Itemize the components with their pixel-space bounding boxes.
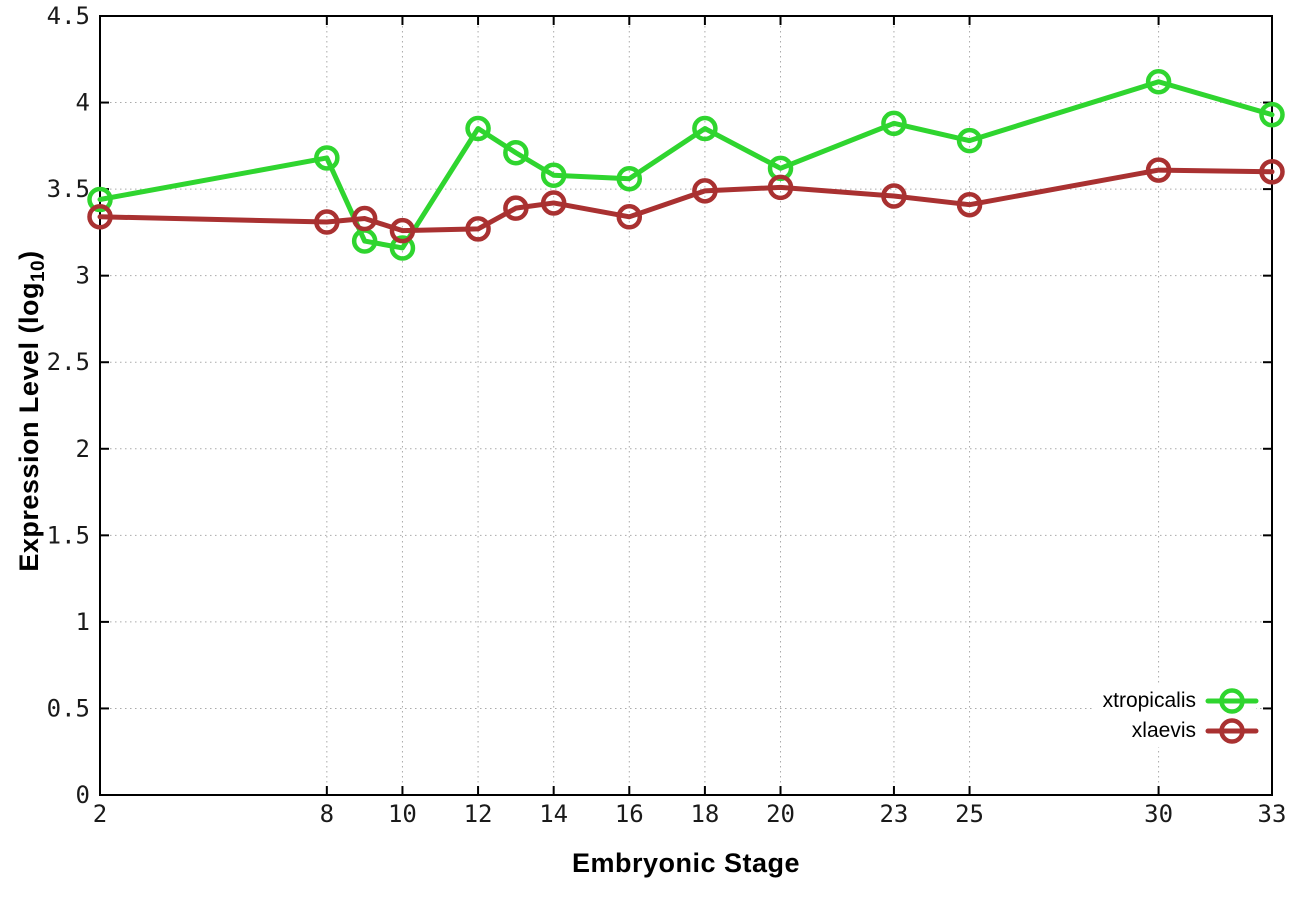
legend-marker-xlaevis-icon	[1205, 718, 1259, 744]
y-tick-label: 2.5	[47, 348, 90, 376]
y-tick-label: 1	[76, 608, 90, 636]
x-tick-label: 23	[879, 800, 908, 828]
data-point-xtropicalis	[389, 235, 416, 261]
x-tick-label: 10	[388, 800, 417, 828]
data-point-xlaevis	[503, 195, 529, 221]
data-point-xtropicalis	[956, 127, 983, 154]
y-tick-label: 3.5	[47, 175, 90, 203]
data-point-xlaevis	[767, 174, 794, 201]
data-point-xtropicalis	[1145, 69, 1172, 95]
data-point-xtropicalis	[465, 115, 491, 142]
x-tick-label: 14	[539, 800, 568, 828]
y-tick-label: 0.5	[47, 694, 90, 722]
y-tick-label: 4.5	[47, 2, 90, 30]
x-tick-label: 8	[320, 800, 334, 828]
legend-marker-xtropicalis-icon	[1205, 688, 1259, 714]
data-point-xtropicalis	[503, 140, 529, 166]
legend: xtropicalis xlaevis	[1094, 685, 1259, 747]
legend-label-xtropicalis: xtropicalis	[1102, 689, 1196, 712]
legend-sample-point	[1219, 718, 1245, 744]
legend-item-xtropicalis: xtropicalis	[1102, 687, 1259, 715]
y-tick-label: 0	[76, 781, 90, 809]
data-point-xlaevis	[1145, 157, 1172, 183]
x-tick-label: 12	[464, 800, 493, 828]
data-point-xlaevis	[616, 204, 643, 230]
x-tick-label: 18	[690, 800, 719, 828]
data-point-xlaevis	[351, 205, 378, 232]
y-axis-title-subscript: 10	[28, 259, 49, 283]
data-point-xlaevis	[389, 217, 416, 244]
legend-label-xlaevis: xlaevis	[1131, 719, 1196, 742]
legend-sample-point	[1219, 688, 1245, 714]
data-point-xlaevis	[881, 183, 907, 209]
y-axis-title-end: )	[14, 250, 44, 260]
plot-border	[99, 15, 1273, 796]
data-point-xtropicalis	[540, 162, 567, 189]
data-point-xtropicalis	[616, 165, 643, 192]
legend-item-xlaevis: xlaevis	[1103, 717, 1259, 745]
x-axis-title: Embryonic Stage	[571, 848, 801, 878]
x-tick-label: 16	[615, 800, 644, 828]
data-point-xtropicalis	[1259, 101, 1285, 128]
data-point-xlaevis	[87, 204, 113, 230]
series-line-xlaevis	[97, 167, 1275, 234]
y-tick-label: 2	[76, 435, 90, 463]
x-tick-label: 2	[93, 800, 107, 828]
x-tick-label: 20	[766, 800, 795, 828]
data-point-xlaevis	[956, 191, 983, 218]
data-point-xtropicalis	[881, 110, 907, 137]
data-point-xlaevis	[540, 190, 567, 216]
data-point-xtropicalis	[314, 145, 340, 171]
y-axis-title: Expression Level (log10)	[14, 201, 50, 621]
data-point-xlaevis	[1259, 159, 1285, 185]
y-tick-label: 4	[76, 89, 90, 117]
data-point-xlaevis	[314, 209, 340, 235]
x-tick-label: 33	[1258, 800, 1287, 828]
y-tick-label: 1.5	[47, 521, 90, 549]
data-point-xlaevis	[465, 216, 491, 242]
y-tick-label: 3	[76, 262, 90, 290]
data-point-xlaevis	[692, 178, 718, 204]
x-tick-label: 30	[1144, 800, 1173, 828]
series-line-xtropicalis	[97, 79, 1275, 251]
x-tick-label: 25	[955, 800, 984, 828]
data-point-xtropicalis	[87, 186, 113, 213]
data-point-xtropicalis	[692, 115, 718, 142]
y-axis-title-main: Expression Level (log	[14, 282, 44, 572]
